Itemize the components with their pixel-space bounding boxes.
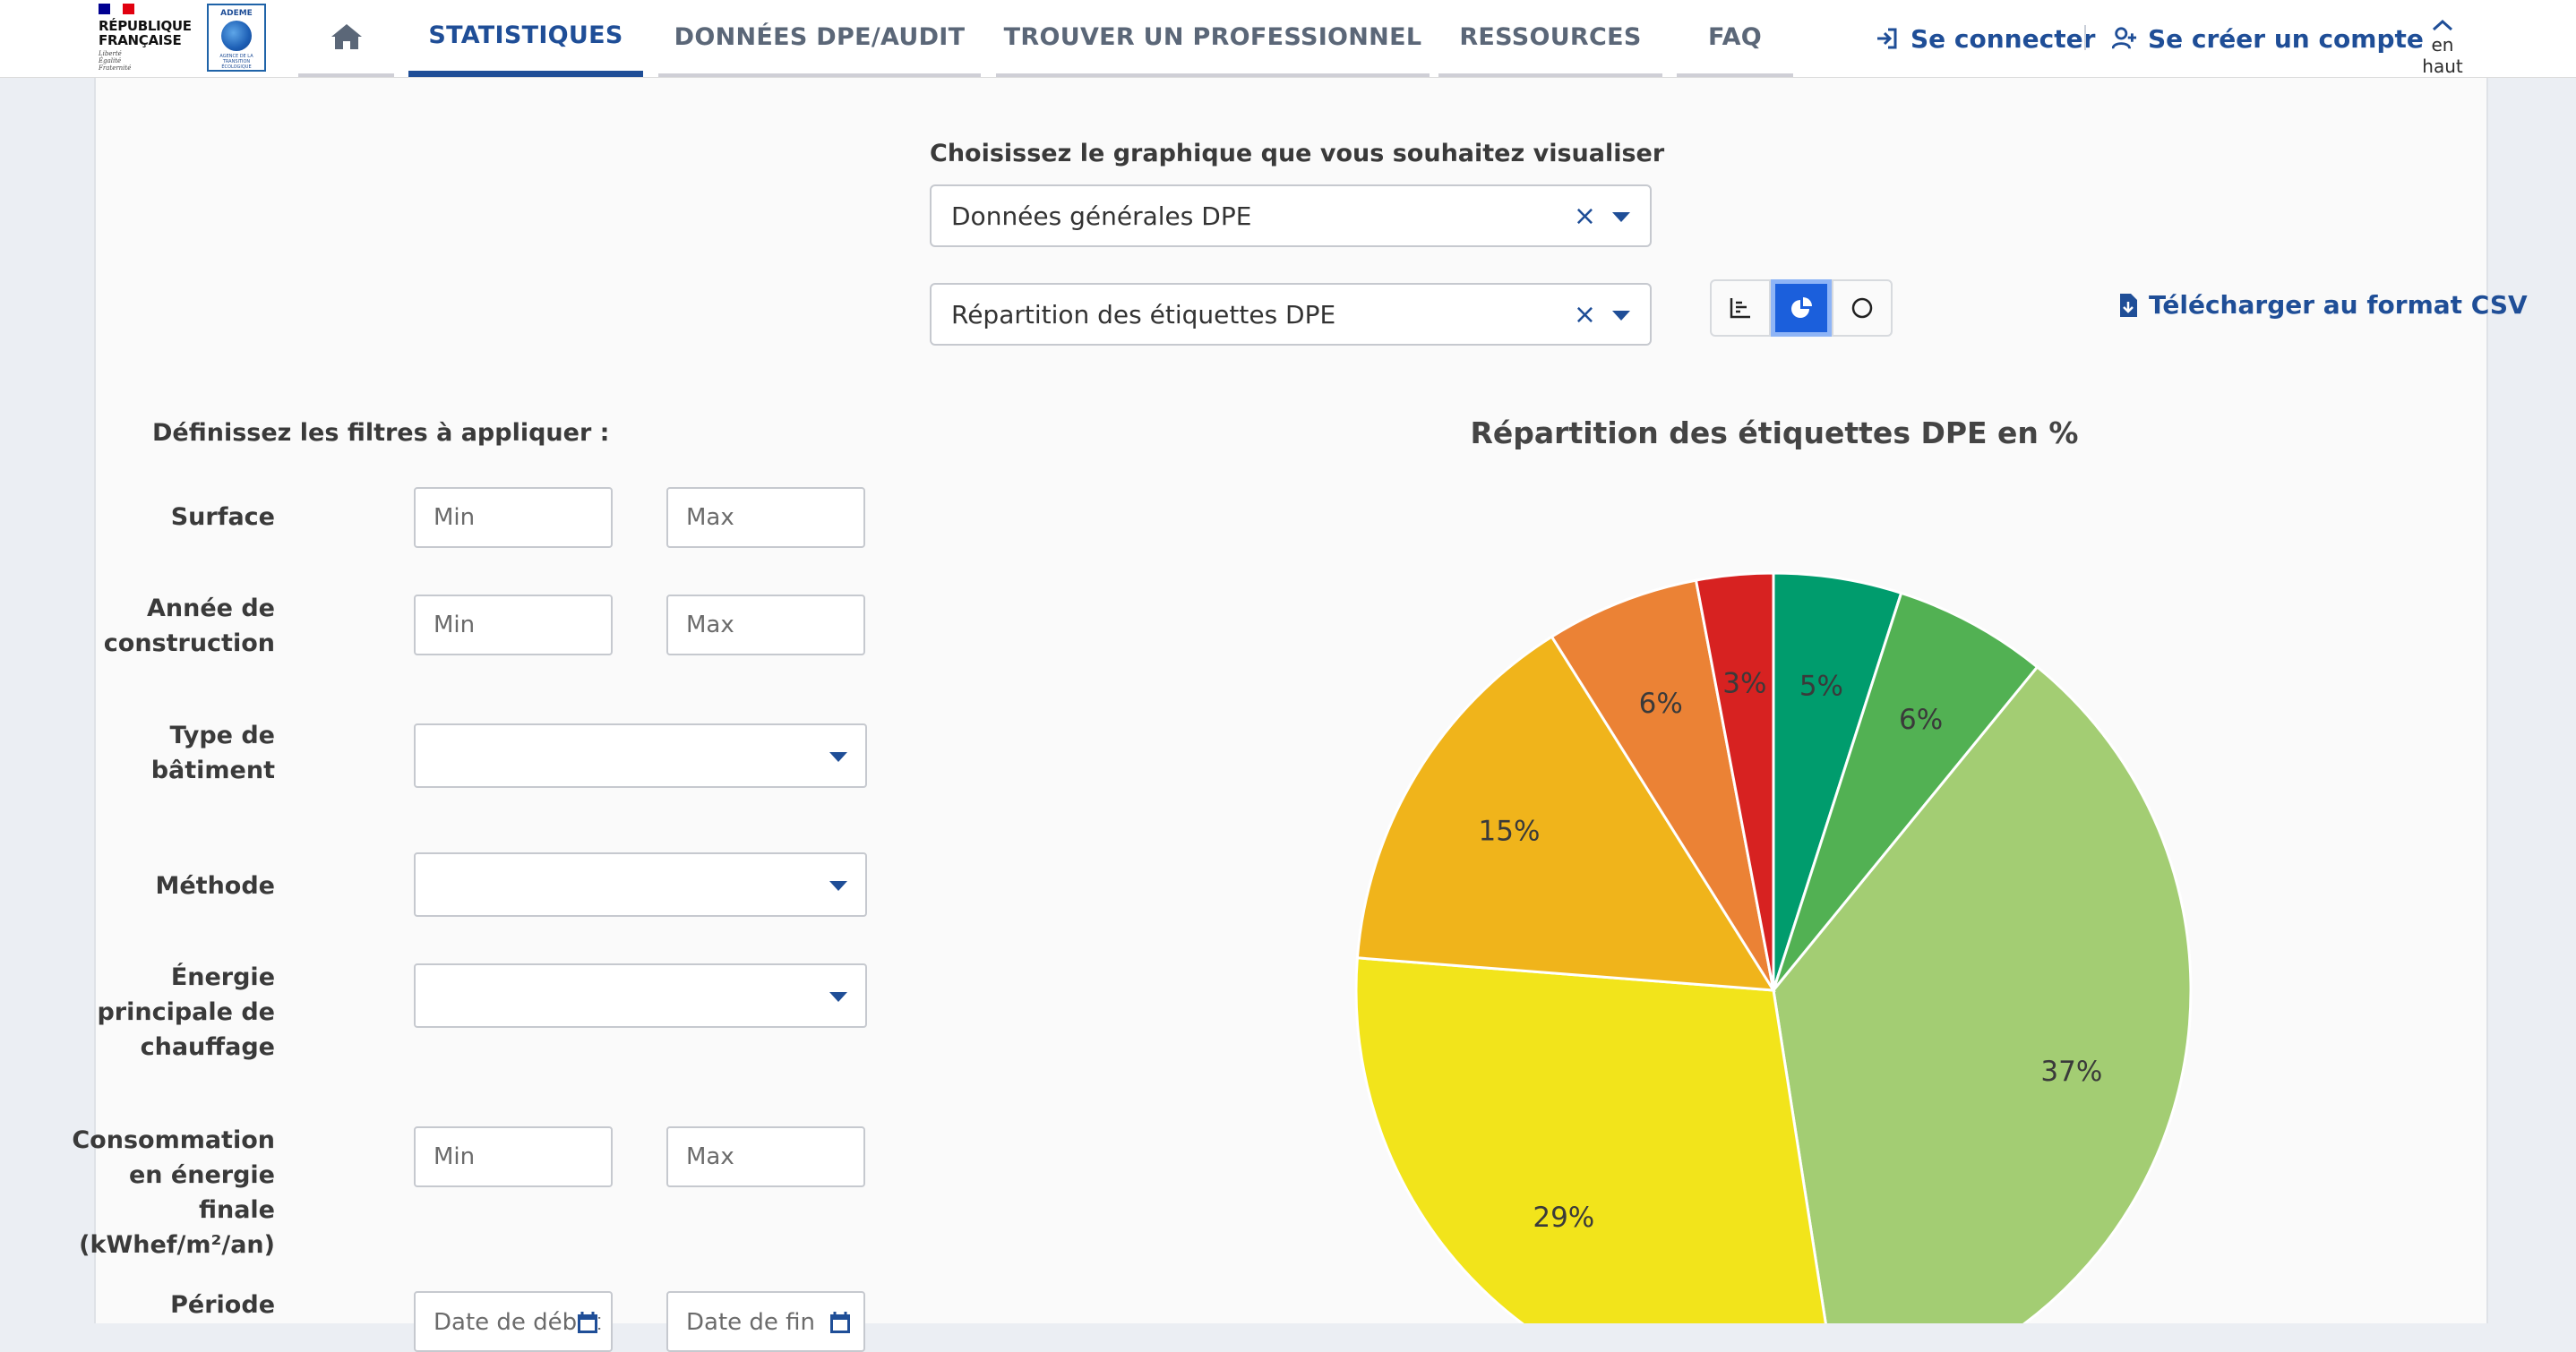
type-batiment-select[interactable] <box>414 723 867 788</box>
download-csv-label: Télécharger au format CSV <box>2149 290 2528 320</box>
logo-motto-2: Égalité <box>99 57 122 64</box>
surface-label: Surface <box>170 503 275 531</box>
back-to-top-button[interactable]: en haut <box>2411 18 2474 77</box>
pie-slice-4[interactable] <box>1355 635 1776 992</box>
pie-slice-3[interactable] <box>1354 956 1838 1323</box>
chart-title: Répartition des étiquettes DPE en % <box>1470 415 2079 450</box>
periode-label: Période <box>170 1291 275 1319</box>
chevron-down-icon <box>829 881 847 891</box>
nav-donnees-dpe-audit[interactable]: DONNÉES DPE/AUDIT <box>658 0 981 77</box>
methode-label: Méthode <box>155 872 276 900</box>
ademe-logo[interactable]: ADEME AGENCE DE LA TRANSITION ÉCOLOGIQUE <box>207 4 266 72</box>
methode-select[interactable] <box>414 852 867 917</box>
nav-trouver-label: TROUVER UN PROFESSIONNEL <box>1003 22 1422 51</box>
annee-min-input[interactable] <box>414 595 613 655</box>
ademe-logo-label: ADEME <box>220 9 253 18</box>
pie-slice-label-6: 3% <box>1722 668 1766 700</box>
file-download-icon <box>2120 293 2137 317</box>
signup-link[interactable]: Se créer un compte <box>2112 20 2424 57</box>
annee-max-input[interactable] <box>666 595 865 655</box>
dataset-select-value: Données générales DPE <box>951 201 1252 231</box>
pie-slice-1[interactable] <box>1772 591 2039 991</box>
nav-donnees-label: DONNÉES DPE/AUDIT <box>674 22 966 51</box>
energie-chauffage-select[interactable] <box>414 963 867 1028</box>
signup-label: Se créer un compte <box>2148 23 2424 54</box>
chevron-down-icon <box>829 992 847 1002</box>
french-flag-icon <box>99 4 134 14</box>
date-start-input[interactable]: Date de début <box>414 1291 613 1352</box>
pie-slice-2[interactable] <box>1772 664 2193 1323</box>
filters-title: Définissez les filtres à appliquer : <box>152 419 610 447</box>
consommation-label: Consommation en énergie finale (kWhef/m²… <box>72 1126 275 1259</box>
logo-motto-1: Liberté <box>99 50 122 57</box>
pie-slice-6[interactable] <box>1694 571 1775 991</box>
clear-chart-icon[interactable]: × <box>1573 299 1596 330</box>
dpe-pie-chart: 5% 6% 37% 29% 15% 6% 3% <box>1354 571 2193 1323</box>
ademe-logo-tagline: AGENCE DE LA TRANSITION ÉCOLOGIQUE <box>219 54 253 70</box>
nav-faq[interactable]: FAQ <box>1677 0 1793 77</box>
pie-slice-label-3: 29% <box>1533 1202 1594 1234</box>
pie-slice-label-1: 6% <box>1899 704 1943 736</box>
pie-view-button[interactable] <box>1771 279 1832 337</box>
donut-view-button[interactable] <box>1832 279 1893 337</box>
login-icon <box>1877 28 1897 49</box>
date-end-input[interactable]: Date de fin <box>666 1291 865 1352</box>
home-icon <box>331 24 362 49</box>
dataset-select[interactable]: Données générales DPE × <box>930 184 1652 247</box>
chart-select[interactable]: Répartition des étiquettes DPE × <box>930 283 1652 346</box>
chart-chooser-label: Choisissez le graphique que vous souhait… <box>930 140 1665 167</box>
chevron-down-icon[interactable] <box>1612 212 1630 222</box>
pie-slice-label-4: 15% <box>1479 815 1541 847</box>
energie-chauffage-label: Énergie principale de chauffage <box>97 963 275 1061</box>
date-end-placeholder: Date de fin <box>686 1309 816 1336</box>
auth-separator <box>2084 25 2086 50</box>
pie-slice-label-0: 5% <box>1799 670 1843 702</box>
nav-ressources[interactable]: RESSOURCES <box>1438 0 1662 77</box>
annee-construction-label: Année de construction <box>103 595 275 657</box>
nav-ressources-label: RESSOURCES <box>1459 22 1642 51</box>
clear-dataset-icon[interactable]: × <box>1573 201 1596 232</box>
republique-francaise-logo[interactable]: RÉPUBLIQUE FRANÇAISE Liberté Égalité Fra… <box>99 4 195 75</box>
add-user-icon <box>2112 27 2137 49</box>
type-batiment-label: Type de bâtiment <box>150 722 275 784</box>
chevron-up-icon <box>2432 19 2453 31</box>
site-header: RÉPUBLIQUE FRANÇAISE Liberté Égalité Fra… <box>0 0 2576 78</box>
pie-slice-label-2: 37% <box>2040 1056 2102 1088</box>
globe-icon <box>221 21 252 51</box>
nav-home[interactable] <box>298 0 394 77</box>
download-csv-link[interactable]: Télécharger au format CSV <box>2118 290 2528 320</box>
chart-view-toggle <box>1710 279 1893 337</box>
pie-slice-label-5: 6% <box>1639 688 1683 720</box>
bar-view-button[interactable] <box>1710 279 1771 337</box>
calendar-icon <box>829 1311 851 1334</box>
logo-motto-3: Fraternité <box>99 64 132 72</box>
bar-chart-icon <box>1730 298 1750 319</box>
logo-rf-line-2: FRANÇAISE <box>99 32 182 48</box>
date-start-placeholder: Date de début <box>434 1309 601 1336</box>
login-label: Se connecter <box>1911 23 2096 54</box>
nav-trouver-professionnel[interactable]: TROUVER UN PROFESSIONNEL <box>996 0 1430 77</box>
nav-faq-label: FAQ <box>1707 22 1763 51</box>
logo-rf-line-1: RÉPUBLIQUE <box>99 18 192 34</box>
pie-slice-0[interactable] <box>1772 571 1903 991</box>
calendar-icon <box>577 1311 598 1334</box>
surface-min-input[interactable] <box>414 487 613 548</box>
login-link[interactable]: Se connecter <box>1875 20 2095 57</box>
pie-slice-5[interactable] <box>1550 578 1775 991</box>
chart-select-value: Répartition des étiquettes DPE <box>951 299 1336 329</box>
surface-max-input[interactable] <box>666 487 865 548</box>
chevron-down-icon <box>829 752 847 762</box>
donut-chart-icon <box>1851 297 1873 319</box>
conso-max-input[interactable] <box>666 1126 865 1187</box>
chevron-down-icon[interactable] <box>1612 311 1630 321</box>
back-to-top-label: en haut <box>2422 34 2463 77</box>
stats-panel: Choisissez le graphique que vous souhait… <box>72 77 2528 1352</box>
conso-min-input[interactable] <box>414 1126 613 1187</box>
nav-statistiques-label: STATISTIQUES <box>428 21 623 49</box>
pie-chart-icon <box>1791 297 1812 318</box>
nav-statistiques[interactable]: STATISTIQUES <box>408 0 643 77</box>
